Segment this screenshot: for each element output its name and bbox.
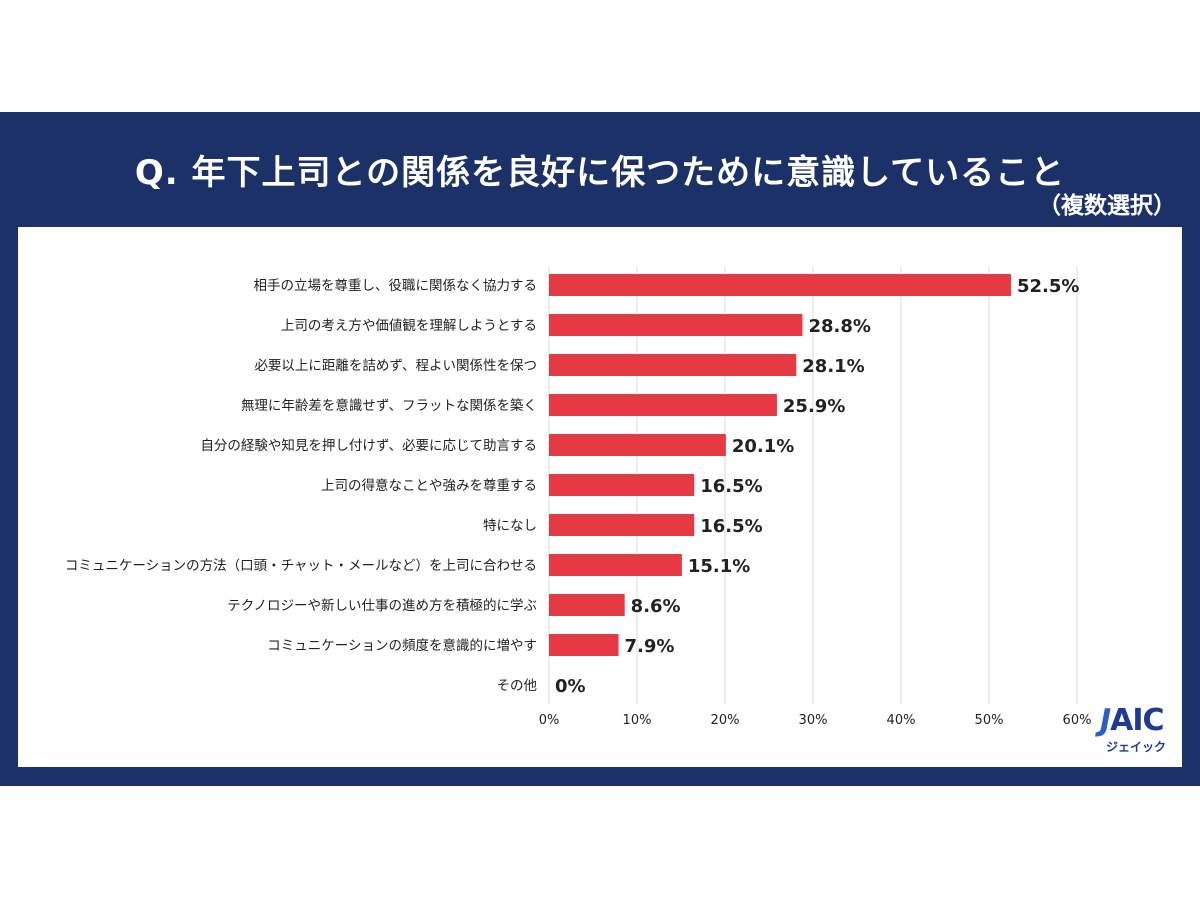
chart-title: Q. 年下上司との関係を良好に保つために意識していること [134, 153, 1066, 193]
logo-mark: JAIC [1100, 703, 1165, 738]
category-label: 上司の得意なことや強みを尊重する [321, 477, 537, 494]
value-label: 8.6% [631, 596, 681, 617]
category-label: その他 [497, 678, 538, 694]
value-label: 15.1% [688, 556, 750, 577]
category-label: 必要以上に距離を詰めず、程よい関係性を保つ [254, 358, 537, 374]
value-label: 25.9% [783, 396, 845, 417]
category-label: 無理に年齢差を意識せず、フラットな関係を築く [241, 397, 537, 414]
x-tick-label: 10% [623, 713, 652, 728]
bar [549, 394, 777, 416]
category-label: テクノロジーや新しい仕事の進め方を積極的に学ぶ [227, 598, 537, 614]
jaic-logo: JAIC ジェイック [1100, 706, 1180, 766]
category-label: コミュニケーションの頻度を意識的に増やす [267, 637, 537, 654]
bar-chart: 0% 10% 20% 30% 40% 50% 60% 相手の立場を尊重し、役職に関係なく協力す… [65, 267, 1092, 728]
category-label: 相手の立場を尊重し、役職に関係なく協力する [254, 278, 538, 294]
value-label: 7.9% [625, 636, 675, 657]
chart-subtitle: （複数選択） [1038, 193, 1176, 219]
x-tick-label: 50% [975, 713, 1004, 728]
value-label: 28.8% [808, 316, 870, 337]
category-label: 特になし [483, 518, 537, 534]
x-tick-label: 60% [1063, 713, 1092, 728]
bar [549, 514, 695, 536]
value-label: 52.5% [1017, 276, 1079, 297]
value-label: 0% [555, 676, 586, 697]
bar [549, 354, 797, 376]
bar [549, 314, 803, 336]
category-label: 上司の考え方や価値観を理解しようとする [281, 317, 537, 334]
bar [549, 594, 625, 616]
value-label: 16.5% [700, 516, 762, 537]
x-tick-label: 0% [539, 713, 560, 728]
value-label: 28.1% [802, 356, 864, 377]
chart-panel: 0% 10% 20% 30% 40% 50% 60% 相手の立場を尊重し、役職に関係なく協力す… [18, 227, 1182, 767]
value-label: 20.1% [732, 436, 794, 457]
bar [549, 434, 726, 456]
x-tick-label: 20% [711, 713, 740, 728]
category-label: 自分の経験や知見を押し付けず、必要に応じて助言する [200, 437, 537, 454]
bar [549, 474, 695, 496]
category-label: コミュニケーションの方法（口頭・チャット・メールなど）を上司に合わせる [65, 558, 537, 574]
x-tick-label: 30% [799, 713, 828, 728]
bar [549, 274, 1011, 296]
bar [549, 634, 619, 656]
value-label: 16.5% [700, 476, 762, 497]
logo-kana: ジェイック [1106, 740, 1167, 754]
x-tick-label: 40% [887, 713, 916, 728]
bar [549, 554, 682, 576]
